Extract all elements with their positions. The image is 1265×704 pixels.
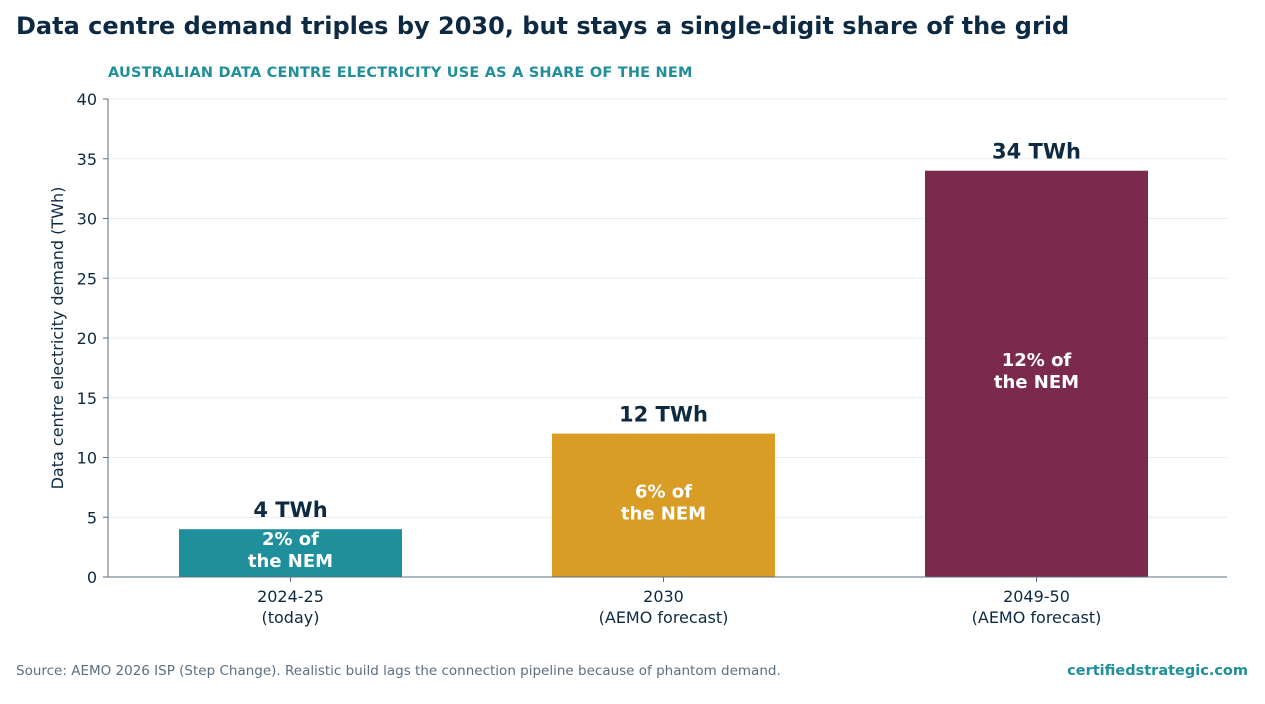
bar-share-label: the NEM bbox=[994, 372, 1079, 393]
bar-value-label: 4 TWh bbox=[253, 498, 327, 522]
bar-value-label: 12 TWh bbox=[619, 403, 708, 427]
y-tick-label: 25 bbox=[77, 269, 97, 288]
y-tick-label: 35 bbox=[77, 150, 97, 169]
y-tick-label: 5 bbox=[87, 508, 97, 527]
y-axis-label: Data centre electricity demand (TWh) bbox=[48, 187, 67, 490]
source-note: Source: AEMO 2026 ISP (Step Change). Rea… bbox=[16, 663, 781, 679]
bar-share-label: 12% of bbox=[1002, 350, 1072, 371]
x-tick-label: 2030 bbox=[643, 587, 684, 606]
brand-link[interactable]: certifiedstrategic.com bbox=[1067, 663, 1248, 679]
bar-share-label: 6% of bbox=[635, 481, 692, 502]
bar bbox=[179, 529, 402, 577]
bar bbox=[552, 433, 775, 577]
y-tick-label: 30 bbox=[77, 210, 97, 229]
x-tick-label: (AEMO forecast) bbox=[972, 608, 1102, 627]
bar-share-label: the NEM bbox=[248, 551, 333, 572]
x-tick-label: 2024-25 bbox=[257, 587, 324, 606]
x-tick-label: (today) bbox=[262, 608, 320, 627]
bar-value-label: 34 TWh bbox=[992, 140, 1081, 164]
y-tick-label: 15 bbox=[77, 389, 97, 408]
bar-share-label: 2% of bbox=[262, 529, 319, 550]
bars bbox=[179, 170, 1148, 577]
x-tick-label: (AEMO forecast) bbox=[599, 608, 729, 627]
chart-subtitle: AUSTRALIAN DATA CENTRE ELECTRICITY USE A… bbox=[108, 65, 693, 81]
bar bbox=[925, 170, 1148, 577]
y-tick-label: 10 bbox=[77, 449, 97, 468]
chart-title: Data centre demand triples by 2030, but … bbox=[16, 12, 1070, 40]
y-tick-label: 0 bbox=[87, 568, 97, 587]
y-tick-label: 20 bbox=[77, 329, 97, 348]
y-tick-label: 40 bbox=[77, 90, 97, 109]
x-tick-label: 2049-50 bbox=[1003, 587, 1070, 606]
axes: 0 5 10 15 20 25 30 35 40 Data centre electricity … bbox=[48, 90, 1227, 587]
bar-share-label: the NEM bbox=[621, 503, 706, 524]
